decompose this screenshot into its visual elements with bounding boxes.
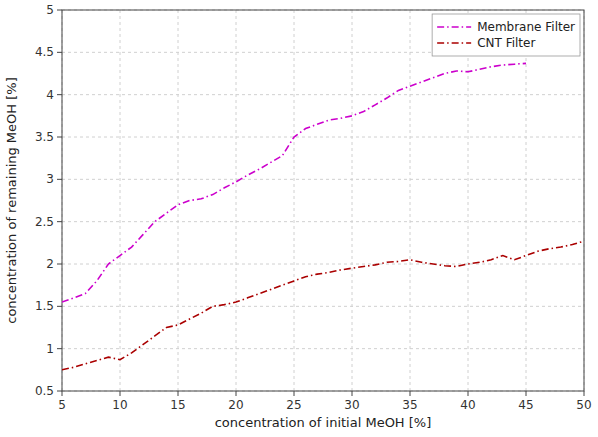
- plot-frame: [62, 10, 584, 391]
- grid-line: [294, 10, 295, 391]
- tick-mark: [584, 391, 585, 396]
- tick-label: 50: [576, 398, 591, 412]
- grid-line: [62, 348, 584, 349]
- tick-mark: [57, 391, 62, 392]
- grid-line: [120, 10, 121, 391]
- tick-label: 15: [170, 398, 185, 412]
- tick-label: 0.5: [35, 384, 54, 398]
- tick-mark: [57, 221, 62, 222]
- tick-mark: [352, 391, 353, 396]
- chart: 5 10 15 20 25 30 35 40 45 50 0.5 1 1.5 2 2.5 3 3.5 4 4.5 5 c…: [0, 0, 598, 437]
- tick-label: 2: [46, 257, 54, 271]
- tick-label: 1: [46, 342, 54, 356]
- tick-mark: [236, 391, 237, 396]
- tick-mark: [57, 264, 62, 265]
- tick-mark: [120, 391, 121, 396]
- series-line: [62, 241, 584, 370]
- tick-mark: [294, 391, 295, 396]
- legend-label: CNT Filter: [477, 36, 535, 50]
- tick-mark: [57, 179, 62, 180]
- grid: [62, 10, 584, 391]
- grid-line: [62, 179, 584, 180]
- grid-line: [352, 10, 353, 391]
- tick-mark: [468, 391, 469, 396]
- legend: Membrane Filter CNT Filter: [432, 14, 580, 56]
- legend-box: [432, 14, 580, 56]
- tick-mark: [410, 391, 411, 396]
- tick-mark: [57, 10, 62, 11]
- grid-line: [468, 10, 469, 391]
- tick-label: 3.5: [35, 130, 54, 144]
- tick-mark: [57, 348, 62, 349]
- tick-label: 4: [46, 88, 54, 102]
- grid-line: [526, 10, 527, 391]
- grid-line: [62, 264, 584, 265]
- grid-line: [410, 10, 411, 391]
- y-axis-label: concentration of remaining MeOH [%]: [4, 77, 19, 323]
- tick-label: 5: [46, 3, 54, 17]
- plot-background: [62, 10, 584, 391]
- grid-line: [62, 221, 584, 222]
- grid-line: [62, 94, 584, 95]
- tick-label: 1.5: [35, 299, 54, 313]
- tick-label: 30: [344, 398, 359, 412]
- legend-swatch: [437, 26, 471, 28]
- tick-mark: [62, 391, 63, 396]
- tick-label: 20: [228, 398, 243, 412]
- tick-label: 25: [286, 398, 301, 412]
- grid-line: [236, 10, 237, 391]
- grid-line: [62, 306, 584, 307]
- tick-label: 4.5: [35, 45, 54, 59]
- tick-label: 5: [58, 398, 66, 412]
- legend-swatch: [437, 42, 471, 44]
- grid-line: [62, 137, 584, 138]
- tick-label: 2.5: [35, 215, 54, 229]
- tick-label: 45: [518, 398, 533, 412]
- tick-label: 3: [46, 172, 54, 186]
- tick-mark: [57, 137, 62, 138]
- series-group: [62, 63, 584, 369]
- tick-label: 40: [460, 398, 475, 412]
- legend-label: Membrane Filter: [477, 20, 575, 34]
- tick-mark: [178, 391, 179, 396]
- x-axis-label: concentration of initial MeOH [%]: [215, 415, 432, 430]
- axes: 5 10 15 20 25 30 35 40 45 50 0.5 1 1.5 2 2.5 3 3.5 4 4.5 5: [35, 3, 592, 412]
- tick-mark: [57, 306, 62, 307]
- tick-mark: [57, 94, 62, 95]
- series-line: [62, 63, 526, 302]
- tick-mark: [57, 52, 62, 53]
- tick-mark: [526, 391, 527, 396]
- grid-line: [178, 10, 179, 391]
- tick-label: 35: [402, 398, 417, 412]
- tick-label: 10: [112, 398, 127, 412]
